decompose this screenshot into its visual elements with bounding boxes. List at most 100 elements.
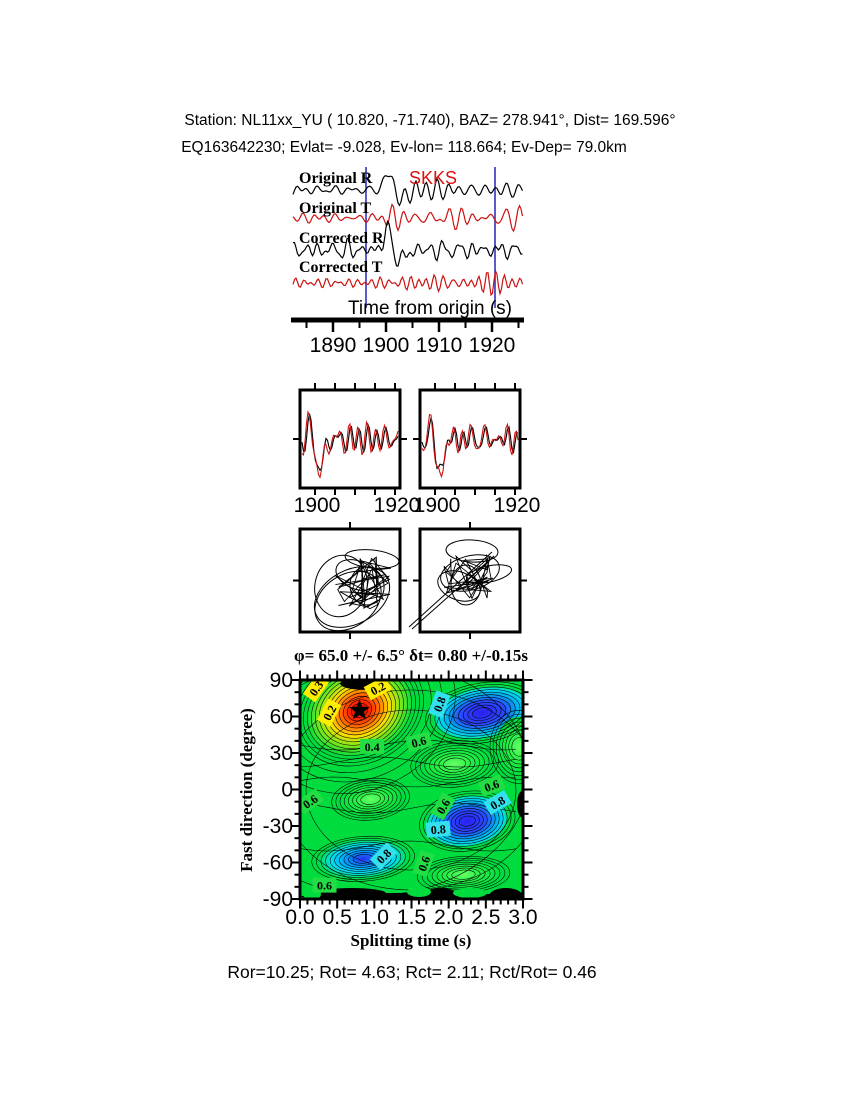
contour-shape [342, 696, 376, 725]
particle-line [411, 555, 495, 630]
contour-shape [339, 782, 402, 817]
particle-loop [314, 570, 382, 632]
contour-shape [330, 685, 388, 736]
text-label: 0.6 [482, 777, 501, 795]
contour-shape [433, 752, 476, 776]
contour-shape [499, 721, 523, 773]
contour-label: 0.2 [363, 679, 392, 701]
contour-label: 0.6 [405, 731, 433, 752]
contour-shape [346, 699, 372, 722]
contour-shape [316, 837, 411, 880]
contour-shape [505, 729, 523, 765]
contour-shape [325, 842, 402, 876]
contour-shape [335, 780, 406, 819]
contour-frame: 90 60 30 0 -30 -60 -900.0 0.5 1.0 1.5 2.0 2.5 3.0 [263, 669, 538, 929]
x-tick-label: 2.0 [434, 906, 463, 929]
zoom-tick-label: 1900 [294, 494, 341, 517]
contour-shape [410, 740, 499, 788]
contour-shape [458, 815, 476, 827]
y-tick-label: -60 [263, 852, 293, 875]
contour-shape [320, 839, 406, 878]
contour-shape [495, 717, 523, 776]
contour-line [300, 840, 517, 852]
particle-loop [445, 539, 499, 563]
contour-shape [434, 686, 523, 739]
contour-title: φ= 65.0 +/- 6.5° δt= 0.80 +/-0.15s [293, 646, 529, 665]
zoom-tick-label: 1920 [374, 494, 421, 517]
contour-label: 0.6 [477, 774, 506, 797]
contour-shape [446, 867, 481, 882]
contour-shape [438, 755, 471, 773]
contour-label: 0.6 [430, 792, 456, 821]
contour-shape [338, 692, 380, 729]
contour-label: 0.8 [483, 789, 512, 815]
contour-shape [300, 680, 432, 774]
contour-shape [458, 699, 507, 727]
particle-motion-box [293, 522, 407, 639]
text-label: 0.2 [368, 679, 388, 698]
particle-motion-box [408, 522, 527, 639]
zoom-trace-red [421, 413, 519, 479]
contour-shape [436, 863, 491, 886]
contour-shape [431, 861, 496, 888]
header-line-2: EQ163642230; Evlat= -9.028, Ev-lon= 118.… [181, 139, 627, 156]
contour-shape [300, 680, 424, 767]
contour-shape [508, 733, 523, 761]
header-line-1: Station: NL11xx_YU ( 10.820, -71.740), B… [184, 112, 676, 129]
y-tick-label: 0 [281, 779, 293, 802]
y-tick-label: 30 [270, 742, 293, 765]
text-label: 0.8 [431, 695, 449, 714]
particle-scribble [335, 556, 391, 610]
contour-shape [448, 694, 516, 732]
contour-shape [492, 713, 523, 780]
contour-line [300, 756, 517, 768]
text-label: 0.8 [488, 793, 508, 813]
contour-shape [356, 791, 385, 808]
waveform-panel: Original R Original T Corrected R Corrected… [291, 167, 524, 357]
contour-label: 0.8 [428, 690, 451, 719]
box-frame [418, 527, 522, 634]
black-region [424, 888, 458, 899]
x-tick-label: 1.0 [360, 906, 389, 929]
text-label: 0.2 [320, 703, 339, 723]
contour-frame-rect [298, 678, 525, 901]
seismogram-trace [292, 219, 523, 267]
text-label: 0.8 [430, 822, 446, 837]
contour-shape [418, 744, 491, 784]
contour-shape [502, 725, 523, 769]
contour-line [300, 802, 517, 814]
black-region [489, 888, 523, 899]
contour-shape [441, 865, 486, 884]
time-tick-label: 1890 [310, 334, 357, 357]
time-tick-label: 1900 [363, 334, 410, 357]
contour-label: 0.6 [412, 849, 435, 878]
contour-shape [489, 710, 523, 784]
y-tick-label: -90 [263, 888, 293, 911]
text-label: 0.6 [410, 733, 428, 750]
contour-shape [423, 793, 512, 850]
time-tick-label: 1910 [416, 334, 463, 357]
seismogram-trace [292, 203, 524, 233]
zoom-waveform-box: 1900 1920 [293, 383, 420, 517]
contour-shape [451, 869, 476, 880]
contour-shape [329, 844, 397, 874]
contour-shape [425, 859, 502, 890]
x-tick-label: 1.5 [397, 906, 426, 929]
contour-shape [444, 691, 521, 734]
y-tick-label: 60 [270, 706, 293, 729]
seismogram-trace [292, 175, 524, 207]
contour-shape [454, 813, 480, 830]
best-fit-star [349, 699, 370, 720]
contour-shape [338, 781, 403, 817]
contour-shape [334, 689, 384, 732]
contour-shape [429, 750, 481, 778]
text-label: 0.6 [317, 879, 332, 893]
contour-label: 0.8 [425, 820, 451, 838]
phase-label: SKKS [409, 168, 457, 188]
trace-label: Corrected T [299, 259, 383, 276]
contour-map: 0.30.20.20.4 0.60.80.6 0.60.60.80.80.80.60… [300, 679, 523, 899]
text-label: 0.6 [415, 854, 433, 873]
time-tick-label: 1920 [469, 334, 516, 357]
seismogram-trace [292, 268, 524, 297]
contour-label: 0.2 [317, 698, 342, 727]
